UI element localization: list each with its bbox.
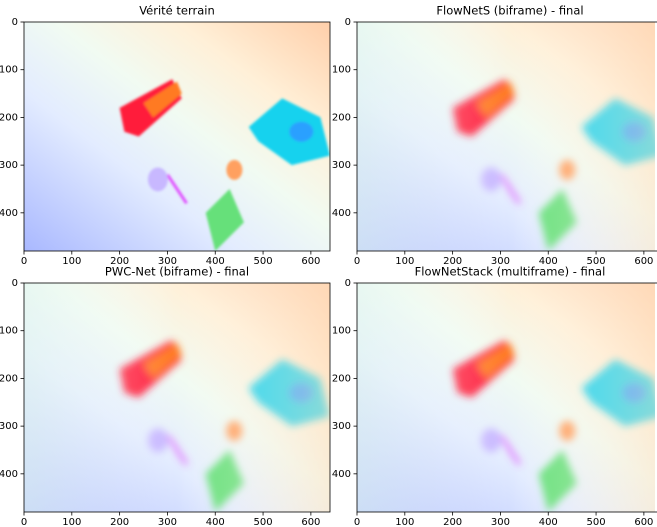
orange-object bbox=[143, 81, 182, 118]
y-tick-label: 400 bbox=[0, 208, 18, 219]
x-tick-label: 400 bbox=[539, 517, 558, 527]
x-tick-label: 500 bbox=[587, 256, 606, 267]
y-tick-label: 200 bbox=[332, 112, 351, 123]
x-tick-label: 600 bbox=[634, 517, 653, 527]
x-tick-label: 300 bbox=[158, 517, 177, 527]
y-tick-label: 200 bbox=[0, 373, 18, 384]
x-tick-label: 200 bbox=[443, 256, 462, 267]
axes-frame bbox=[356, 282, 657, 513]
y-tick-label: 200 bbox=[332, 373, 351, 384]
x-tick-label: 0 bbox=[21, 256, 27, 267]
orange-spot bbox=[226, 159, 243, 180]
x-tick-label: 100 bbox=[62, 256, 81, 267]
subplot: FlowNetStack (multiframe) - final 0 100 200… bbox=[332, 265, 657, 527]
y-tick-label: 200 bbox=[0, 112, 18, 123]
flow-image bbox=[357, 22, 655, 251]
x-tick-label: 500 bbox=[254, 256, 273, 267]
axes-frame bbox=[23, 282, 331, 513]
x-tick-label: 200 bbox=[443, 517, 462, 527]
x-tick-label: 600 bbox=[301, 256, 320, 267]
x-tick-label: 100 bbox=[62, 517, 81, 527]
y-tick-label: 0 bbox=[12, 17, 18, 28]
haze bbox=[357, 22, 655, 251]
subplot: PWC-Net (biframe) - final 0 100 200 300 400 50… bbox=[0, 265, 331, 527]
x-tick-label: 0 bbox=[21, 517, 27, 527]
y-tick-label: 0 bbox=[12, 278, 18, 289]
blue-object bbox=[289, 121, 314, 142]
subplot-title: PWC-Net (biframe) - final bbox=[105, 265, 249, 279]
y-tick-label: 400 bbox=[332, 208, 351, 219]
y-tick-label: 400 bbox=[332, 469, 351, 480]
y-tick-label: 100 bbox=[332, 65, 351, 76]
subplot: Vérité terrain 0 100 200 300 400 500 600 0 100 200… bbox=[0, 4, 331, 267]
y-tick-label: 100 bbox=[0, 326, 18, 337]
x-tick-label: 600 bbox=[301, 517, 320, 527]
y-tick-label: 0 bbox=[345, 278, 351, 289]
axes-frame bbox=[356, 21, 657, 252]
subplot-title: FlowNetS (biframe) - final bbox=[436, 4, 583, 18]
y-tick-label: 100 bbox=[332, 326, 351, 337]
x-tick-label: 0 bbox=[354, 256, 360, 267]
axes-frame bbox=[23, 21, 331, 252]
haze bbox=[357, 283, 655, 512]
y-tick-label: 300 bbox=[0, 421, 18, 432]
x-tick-label: 400 bbox=[206, 256, 225, 267]
x-tick-label: 0 bbox=[354, 517, 360, 527]
y-tick-label: 300 bbox=[332, 160, 351, 171]
y-tick-label: 100 bbox=[0, 65, 18, 76]
x-tick-label: 500 bbox=[254, 517, 273, 527]
x-tick-label: 600 bbox=[634, 256, 653, 267]
x-tick-label: 300 bbox=[491, 517, 510, 527]
flow-image bbox=[24, 283, 330, 512]
x-tick-label: 200 bbox=[110, 256, 129, 267]
x-tick-label: 300 bbox=[491, 256, 510, 267]
green-object bbox=[205, 188, 244, 251]
subplot: FlowNetS (biframe) - final 0 100 200 300 400 5… bbox=[332, 4, 657, 267]
subplot-title: Vérité terrain bbox=[139, 4, 215, 18]
flow-blobs bbox=[119, 79, 330, 251]
x-tick-label: 400 bbox=[539, 256, 558, 267]
y-tick-label: 300 bbox=[332, 421, 351, 432]
y-tick-label: 300 bbox=[0, 160, 18, 171]
x-tick-label: 100 bbox=[395, 517, 414, 527]
flow-image bbox=[24, 22, 330, 251]
flow-image bbox=[357, 283, 655, 512]
x-tick-label: 300 bbox=[158, 256, 177, 267]
magenta-stroke bbox=[166, 173, 188, 205]
x-tick-label: 200 bbox=[110, 517, 129, 527]
y-tick-label: 0 bbox=[345, 17, 351, 28]
x-tick-label: 400 bbox=[206, 517, 225, 527]
haze bbox=[24, 283, 330, 512]
x-tick-label: 100 bbox=[395, 256, 414, 267]
violet-spot bbox=[147, 167, 168, 192]
subplot-title: FlowNetStack (multiframe) - final bbox=[415, 265, 606, 279]
x-tick-label: 500 bbox=[587, 517, 606, 527]
y-tick-label: 400 bbox=[0, 469, 18, 480]
